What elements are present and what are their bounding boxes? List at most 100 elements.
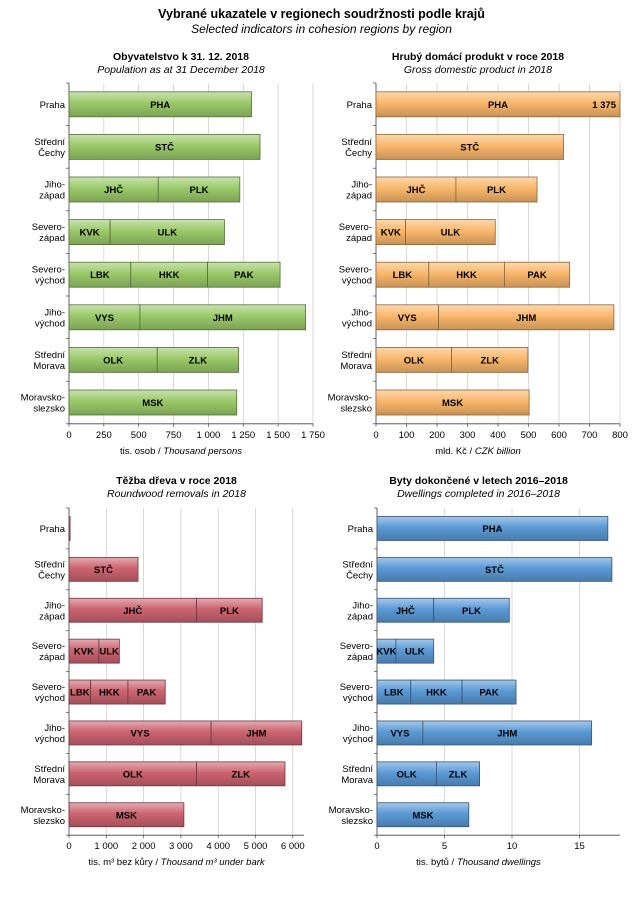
segment-label: VYS <box>398 313 417 324</box>
chart-title: Byty dokončené v letech 2016–2018 <box>389 475 568 487</box>
bar-segment <box>376 802 470 828</box>
category-label: Severo-východ <box>32 265 65 287</box>
bar-segment <box>98 638 120 664</box>
bar-segment <box>156 346 239 373</box>
bar-segment <box>130 261 208 288</box>
chart-title: Těžba dřeva v roce 2018 <box>116 475 237 487</box>
bar-segment <box>395 638 435 664</box>
category-label: Jiho-východ <box>35 307 65 329</box>
x-tick-label: 15 <box>574 841 585 852</box>
segment-label: STČ <box>460 141 479 153</box>
segment-label: JHM <box>516 313 536 324</box>
category-label: Severo-východ <box>32 682 65 704</box>
bar-segment <box>376 556 613 582</box>
x-axis-label: tis. bytů / Thousand dwellings <box>416 857 541 868</box>
x-tick-label: 1 000 <box>94 841 118 852</box>
category-label: Jiho-západ <box>39 180 65 202</box>
bar-segment <box>375 389 530 416</box>
category-label: Severo-západ <box>32 641 65 663</box>
segment-label: HKK <box>456 270 477 281</box>
category-label: Jiho-východ <box>342 307 372 329</box>
segment-label: JHČ <box>396 605 415 617</box>
segment-label: JHM <box>246 728 266 739</box>
category-label: Střední Morava <box>341 764 373 786</box>
category-label: Jiho-západ <box>39 600 65 622</box>
segment-label: JHČ <box>406 184 425 196</box>
category-label: Střední Čechy <box>34 559 65 581</box>
bar-segment <box>68 389 238 416</box>
x-tick-label: 0 <box>66 841 71 852</box>
category-label: Střední Morava <box>33 350 65 372</box>
chart-title: Obyvatelstvo k 31. 12. 2018 <box>113 51 249 63</box>
segment-label: STČ <box>94 564 113 576</box>
category-label: Praha <box>40 524 66 535</box>
segment-label: PHA <box>488 100 508 111</box>
segment-label: VYS <box>95 313 114 324</box>
bar-segment <box>504 261 571 288</box>
category-label: Střední Čechy <box>341 137 372 159</box>
bar-segment <box>451 346 529 373</box>
bar-segment <box>127 679 166 705</box>
x-tick-label: 500 <box>131 430 147 441</box>
x-tick-label: 100 <box>399 430 415 441</box>
bar-segment <box>376 720 424 746</box>
segment-label: JHM <box>213 313 233 324</box>
segment-label: LBK <box>90 270 110 281</box>
x-tick-label: 3 000 <box>169 841 193 852</box>
bar-segment <box>435 761 480 787</box>
category-label: Praha <box>40 100 66 111</box>
category-label: Jiho-západ <box>346 180 372 202</box>
category-label: Moravsko-slezsko <box>21 393 65 415</box>
x-tick-label: 4 000 <box>206 841 230 852</box>
bar-segment <box>157 176 241 203</box>
segment-label: PAK <box>479 688 498 699</box>
segment-label: HKK <box>159 270 180 281</box>
x-tick-label: 6 000 <box>281 841 305 852</box>
bar-segment <box>68 597 197 623</box>
x-tick-label: 200 <box>429 430 445 441</box>
x-tick-label: 500 <box>521 430 537 441</box>
bar-segment <box>422 720 593 746</box>
category-label: Severo-západ <box>340 641 373 663</box>
segment-label: PLK <box>487 185 506 196</box>
x-tick-label: 600 <box>551 430 567 441</box>
x-tick-label: 700 <box>582 430 598 441</box>
bar-segment <box>438 304 615 331</box>
x-tick-label: 1 500 <box>266 430 290 441</box>
segment-label: ULK <box>441 228 461 239</box>
category-label: Moravsko-slezsko <box>21 805 65 827</box>
x-tick-label: 0 <box>66 430 71 441</box>
bar-segment <box>68 304 141 331</box>
category-label: Moravsko-slezsko <box>329 805 373 827</box>
segment-label: OLK <box>397 769 417 780</box>
x-tick-label: 5 000 <box>244 841 268 852</box>
x-tick-label: 0 <box>373 430 378 441</box>
chart-subtitle: Dwellings completed in 2016–2018 <box>397 488 560 500</box>
segment-label: PAK <box>137 688 156 699</box>
chart-title: Hrubý domácí produkt v roce 2018 <box>392 51 564 63</box>
bar-segment <box>90 679 129 705</box>
bar-segment <box>375 346 453 373</box>
page-subtitle: Selected indicators in cohesion regions … <box>191 22 452 36</box>
category-label: Praha <box>347 100 373 111</box>
x-tick-label: 300 <box>460 430 476 441</box>
x-axis-label: mld. Kč / CZK billion <box>435 446 521 457</box>
bar-segment <box>68 91 252 118</box>
x-axis-label: tis. m³ bez kůry / Thousand m³ under bar… <box>88 857 266 868</box>
segment-label: JHČ <box>104 184 123 196</box>
segment-label: LBK <box>384 688 404 699</box>
bar-segment <box>68 556 139 582</box>
segment-label: KVK <box>376 647 396 658</box>
segment-label: PLK <box>462 606 481 617</box>
x-tick-label: 2 000 <box>132 841 156 852</box>
bar-segment <box>433 597 510 623</box>
category-label: Střední Morava <box>33 764 65 786</box>
category-label: Moravsko-slezsko <box>328 393 372 415</box>
segment-label: PHA <box>150 100 170 111</box>
category-label: Severo-východ <box>339 265 372 287</box>
bar-segment <box>109 219 225 246</box>
bar-segment <box>68 802 185 828</box>
